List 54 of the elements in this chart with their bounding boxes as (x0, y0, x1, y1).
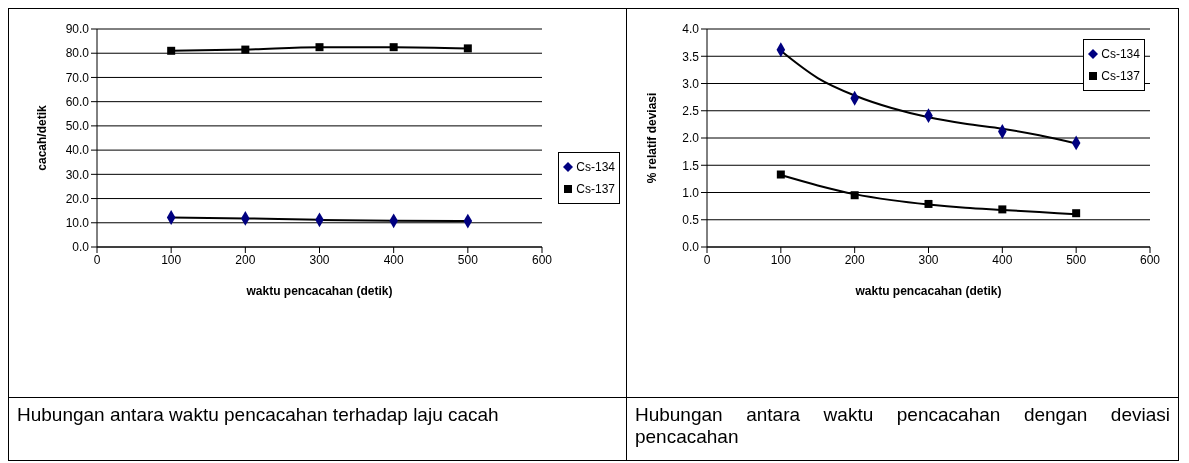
legend-label: Cs-137 (576, 182, 615, 196)
point (1072, 209, 1081, 218)
y-tick-label: 80.0 (65, 46, 90, 61)
point (998, 205, 1007, 214)
x-axis-title: waktu pencacahan (detik) (854, 284, 1002, 298)
y-tick-label: 20.0 (65, 191, 90, 206)
point (776, 170, 785, 179)
legend-label: Cs-137 (1101, 69, 1140, 83)
x-tick-label: 500 (1066, 252, 1087, 267)
y-tick-label: 3.0 (682, 76, 700, 91)
x-tick-label: 300 (309, 252, 330, 267)
y-tick-label: 1.0 (682, 185, 700, 200)
legend-label: Cs-134 (576, 160, 615, 174)
x-tick-label: 200 (235, 252, 256, 267)
y-tick-label: 0.0 (72, 240, 90, 255)
x-axis-title: waktu pencacahan (detik) (245, 284, 393, 298)
x-tick-label: 400 (992, 252, 1013, 267)
x-tick-label: 0 (703, 252, 711, 267)
point (850, 191, 859, 200)
y-tick-label: 2.0 (682, 131, 700, 146)
y-axis-title: cacah/detik (35, 104, 50, 171)
y-tick-label: 3.5 (682, 49, 700, 64)
point (924, 199, 933, 208)
table-frame: 0 100 200 300 400 500 600 waktu pencacahan (detik) 0.0 10.0 20.0 30.0 40.0 50.0 60.0 70.0 80.0 90.0 cacah/detik Cs-134 Cs-137 Hubungan antara waktu pencacahan terhadap laju cacah 0 100 200 300 400 500 600 waktu pencacahan (detik) 0.0 0.5 1.0 1.5 2.0 2.5 3.0 3.5 4.0 % relatif deviasi Cs-134 Cs-137 Hubungan antara waktu pencacahan dengan deviasi pencacahan (8, 8, 1179, 461)
y-axis-title: % relatif deviasi (645, 92, 660, 184)
legend-label: Cs-134 (1101, 47, 1140, 61)
text: Hubungan antara waktu pencacahan dengan deviasi pencacahan (634, 404, 1170, 448)
point (463, 44, 472, 53)
x-tick-label: 600 (531, 252, 553, 267)
x-tick-label: 500 (457, 252, 479, 267)
point (241, 45, 250, 54)
y-tick-label: 10.0 (65, 216, 90, 231)
y-tick-label: 2.5 (682, 104, 700, 119)
y-tick-label: 4.0 (682, 22, 700, 37)
x-tick-label: 100 (161, 252, 182, 267)
y-tick-label: 90.0 (65, 22, 90, 37)
point (167, 46, 176, 55)
y-tick-label: 70.0 (65, 70, 90, 85)
y-tick-label: 1.5 (682, 158, 700, 173)
y-tick-label: 0.0 (682, 240, 700, 255)
x-tick-label: 100 (770, 252, 792, 267)
y-tick-label: 60.0 (65, 94, 90, 109)
text: Hubungan antara waktu pencacahan terhadap laju cacah (17, 404, 500, 426)
x-tick-label: 600 (1139, 252, 1161, 267)
y-tick-label: 30.0 (65, 167, 90, 182)
y-tick-label: 50.0 (65, 119, 90, 134)
y-tick-label: 40.0 (65, 143, 90, 158)
x-tick-label: 400 (383, 252, 404, 267)
x-tick-label: 300 (918, 252, 939, 267)
point (389, 43, 398, 52)
y-tick-label: 0.5 (682, 213, 700, 228)
x-tick-label: 0 (93, 252, 101, 267)
x-tick-label: 200 (844, 252, 865, 267)
point (315, 43, 324, 52)
